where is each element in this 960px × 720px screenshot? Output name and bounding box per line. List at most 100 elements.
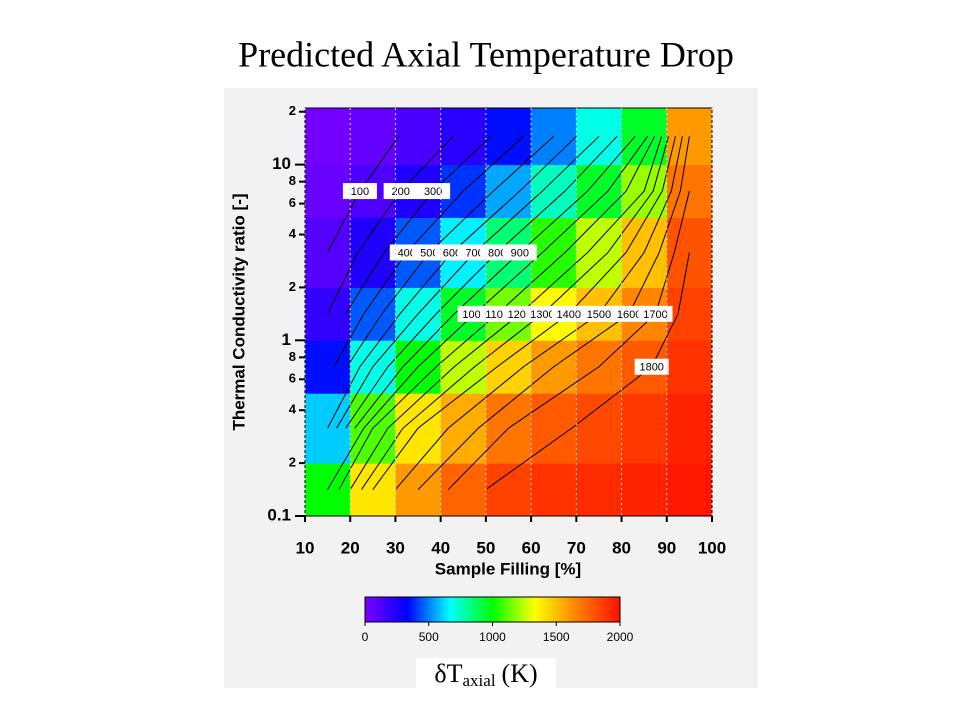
contour-label: 300 xyxy=(424,186,442,198)
y-tick-label: 8 xyxy=(289,349,296,364)
heat-cell xyxy=(666,393,713,464)
heat-cell xyxy=(531,463,577,517)
contour-label: 500 xyxy=(420,247,438,259)
x-axis-label: Sample Filling [%] xyxy=(435,559,581,578)
heat-cell xyxy=(305,108,351,166)
y-tick-label: 2 xyxy=(289,455,296,470)
y-tick-label: 6 xyxy=(289,371,296,386)
contour-label: 900 xyxy=(511,247,529,259)
heat-cell xyxy=(440,108,487,166)
y-tick-label: 4 xyxy=(289,226,297,241)
heat-cell xyxy=(350,463,396,517)
heat-cell xyxy=(440,340,487,394)
colorbar-tick-label: 500 xyxy=(419,630,439,644)
contour-line xyxy=(336,135,600,429)
x-tick-label: 40 xyxy=(431,538,450,557)
contour-label: 1300 xyxy=(530,309,554,321)
heat-cell xyxy=(305,287,351,341)
contour-line xyxy=(345,135,492,315)
contour-label-box xyxy=(525,305,560,322)
heat-cell xyxy=(350,108,396,166)
heat-cell xyxy=(576,393,623,464)
heat-cell xyxy=(305,393,351,464)
x-tick-label: 80 xyxy=(612,538,631,557)
contour-label: 800 xyxy=(488,247,506,259)
contour-line xyxy=(447,190,690,490)
y-tick-label: 6 xyxy=(289,195,296,210)
contour-label-box xyxy=(638,305,673,322)
heat-cell xyxy=(395,463,442,517)
x-tick-label: 100 xyxy=(698,538,726,557)
heat-cell xyxy=(485,108,532,166)
contour-label: 700 xyxy=(465,247,483,259)
x-tick-label: 90 xyxy=(657,538,676,557)
heat-cell xyxy=(666,287,713,341)
heat-cell xyxy=(666,463,713,517)
contour-label-box xyxy=(612,305,647,322)
x-tick-label: 50 xyxy=(476,538,495,557)
y-tick-label: 2 xyxy=(289,279,296,294)
colorbar-tick-label: 2000 xyxy=(607,630,634,644)
heat-cell xyxy=(576,108,623,166)
contour-line xyxy=(354,135,636,429)
contour-line xyxy=(345,135,618,429)
heat-cell xyxy=(350,287,396,341)
heat-cell xyxy=(485,340,532,394)
contour-label: 1800 xyxy=(639,362,663,374)
contour-label-box xyxy=(416,183,451,200)
main: T xyxy=(447,659,463,688)
contour-label: 1700 xyxy=(643,309,667,321)
contour-label: 600 xyxy=(443,247,461,259)
symbol: δ xyxy=(434,659,446,688)
contour-label-box xyxy=(502,244,537,261)
y-tick-label: 2 xyxy=(289,103,296,118)
contour-label-box xyxy=(634,358,669,375)
x-tick-label: 20 xyxy=(341,538,360,557)
colorbar-tick-label: 0 xyxy=(362,630,369,644)
heat-cell xyxy=(305,463,351,517)
contour-line xyxy=(327,135,577,429)
heat-cell xyxy=(305,217,351,288)
x-tick-label: 10 xyxy=(296,538,315,557)
colorbar-tick-label: 1500 xyxy=(543,630,570,644)
y-axis-label: Thermal Conductivity ratio [-] xyxy=(229,193,248,430)
heat-cell xyxy=(531,393,577,464)
y-tick-label: 0.1 xyxy=(267,505,291,524)
contour-label: 200 xyxy=(391,186,409,198)
heat-cell xyxy=(621,393,668,464)
contour-line xyxy=(327,135,454,315)
heat-cell xyxy=(531,164,577,219)
x-tick-label: 70 xyxy=(567,538,586,557)
contour-label-box xyxy=(342,183,377,200)
y-tick-label: 8 xyxy=(289,173,296,188)
colorbar-label-box xyxy=(416,658,556,690)
heat-cell xyxy=(485,463,532,517)
heat-cell xyxy=(576,217,623,288)
plot-frame xyxy=(304,107,713,517)
contour-label: 100 xyxy=(351,186,369,198)
colorbar-tick-label: 1000 xyxy=(479,630,506,644)
x-tick-label: 30 xyxy=(386,538,405,557)
heat-cell xyxy=(666,340,713,394)
heat-cell xyxy=(621,463,668,517)
subscript: axial xyxy=(463,671,496,690)
heat-cell xyxy=(440,463,487,517)
colorbar-label: δTaxial (K) xyxy=(434,659,537,690)
y-tick-label: 4 xyxy=(289,402,297,417)
chart-title: Predicted Axial Temperature Drop xyxy=(238,34,734,74)
contour-label-box xyxy=(383,183,418,200)
contour-label-box xyxy=(551,305,586,322)
colorbar xyxy=(364,596,621,623)
contour-label: 1600 xyxy=(617,309,641,321)
heat-cell xyxy=(531,108,577,166)
contour-label: 400 xyxy=(398,247,416,259)
y-tick-label: 10 xyxy=(272,154,291,173)
contour-label: 1400 xyxy=(557,309,581,321)
heat-cell xyxy=(576,164,623,219)
heat-cell xyxy=(576,463,623,517)
x-tick-label: 60 xyxy=(522,538,541,557)
heat-cell xyxy=(395,108,442,166)
contour-label: 1500 xyxy=(587,309,611,321)
contour-label-box xyxy=(581,305,616,322)
